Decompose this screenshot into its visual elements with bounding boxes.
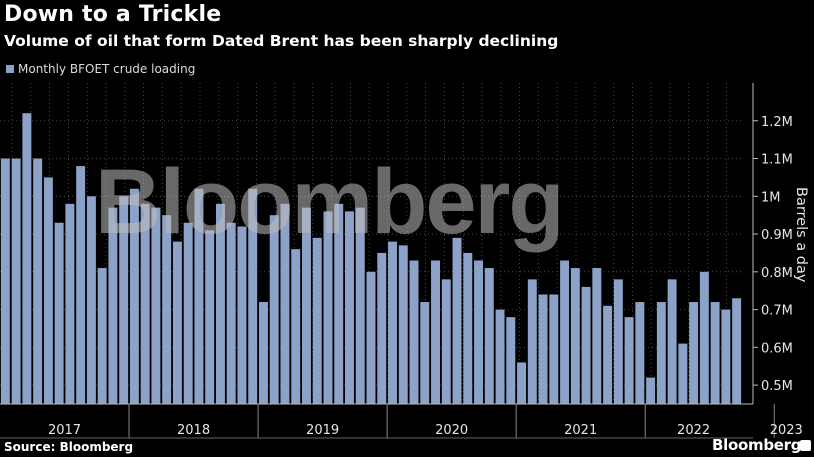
bar — [355, 207, 365, 404]
y-tick-label: 0.7M — [761, 304, 793, 319]
bar — [269, 215, 279, 404]
legend-label: Monthly BFOET crude loading — [18, 62, 196, 76]
bar — [667, 279, 677, 404]
bar — [431, 260, 440, 404]
bar — [312, 237, 322, 404]
bar — [689, 302, 699, 404]
legend-swatch — [6, 65, 14, 73]
bar — [613, 279, 623, 404]
x-tick-label: 2022 — [677, 423, 710, 438]
bar — [97, 268, 107, 404]
bar — [420, 302, 430, 404]
bar — [377, 252, 387, 404]
bar — [65, 203, 75, 404]
bar — [388, 241, 397, 404]
bar — [119, 196, 129, 404]
x-tick-label: 2018 — [177, 423, 210, 438]
bar — [258, 302, 268, 404]
y-tick-label: 0.8M — [761, 266, 793, 281]
legend: Monthly BFOET crude loading — [6, 62, 195, 76]
bar — [495, 309, 505, 404]
bar — [323, 211, 333, 404]
bar — [592, 268, 602, 404]
bar — [0, 158, 10, 404]
bar — [237, 226, 247, 404]
bar — [86, 196, 96, 404]
bar — [43, 177, 53, 404]
bar — [603, 305, 613, 404]
chart-title: Down to a Trickle — [4, 2, 222, 27]
bar — [635, 302, 645, 404]
bar — [506, 317, 516, 404]
bar — [560, 260, 570, 404]
bar — [710, 302, 720, 404]
bar — [624, 317, 634, 404]
brand-logo: Bloomberg — [712, 436, 802, 454]
bar — [151, 207, 161, 404]
bar — [248, 188, 258, 404]
bar — [409, 260, 419, 404]
y-tick-label: 0.9M — [761, 228, 793, 243]
bar — [205, 230, 215, 404]
bar — [291, 249, 301, 404]
bar — [226, 222, 236, 404]
x-tick-label: 2020 — [435, 423, 468, 438]
bar — [527, 279, 537, 404]
bar — [54, 222, 64, 404]
bar — [215, 203, 225, 404]
bar — [678, 343, 688, 404]
x-tick-label: 2017 — [48, 423, 81, 438]
bar — [366, 271, 376, 404]
y-axis-label: Barrels a day — [793, 187, 809, 283]
bar — [517, 362, 527, 404]
bar — [699, 271, 709, 404]
bar — [452, 237, 462, 404]
y-tick-label: 1.1M — [761, 153, 793, 168]
bar — [474, 260, 484, 404]
x-tick-label: 2021 — [564, 423, 597, 438]
bar — [732, 298, 742, 404]
bar — [398, 245, 408, 404]
x-tick-label: 2023 — [770, 423, 803, 438]
bar — [334, 203, 344, 404]
bar — [463, 252, 473, 404]
brand-icon — [800, 440, 811, 451]
bar — [108, 207, 118, 404]
bar — [581, 286, 591, 404]
bar — [11, 158, 21, 404]
bar — [538, 294, 548, 404]
bar — [76, 166, 86, 404]
source-note: Source: Bloomberg — [4, 440, 134, 454]
bar — [183, 222, 193, 404]
bar — [549, 294, 559, 404]
bar — [129, 188, 139, 404]
bar — [484, 268, 494, 404]
y-tick-label: 1.2M — [761, 115, 793, 130]
bar — [345, 211, 354, 404]
bar — [656, 302, 666, 404]
bar — [140, 203, 150, 404]
bar — [172, 241, 182, 404]
y-tick-label: 1M — [761, 190, 781, 205]
bar — [646, 377, 656, 404]
bar — [22, 113, 32, 404]
x-tick-label: 2019 — [306, 423, 339, 438]
bar — [162, 215, 172, 404]
bar — [441, 279, 451, 404]
bar — [721, 309, 731, 404]
bar — [280, 203, 290, 404]
bar — [194, 188, 204, 404]
bar — [302, 207, 311, 404]
chart-subtitle: Volume of oil that form Dated Brent has … — [4, 32, 559, 50]
y-tick-label: 0.6M — [761, 341, 793, 356]
bar — [33, 158, 43, 404]
y-tick-label: 0.5M — [761, 379, 793, 394]
bar — [570, 268, 580, 404]
